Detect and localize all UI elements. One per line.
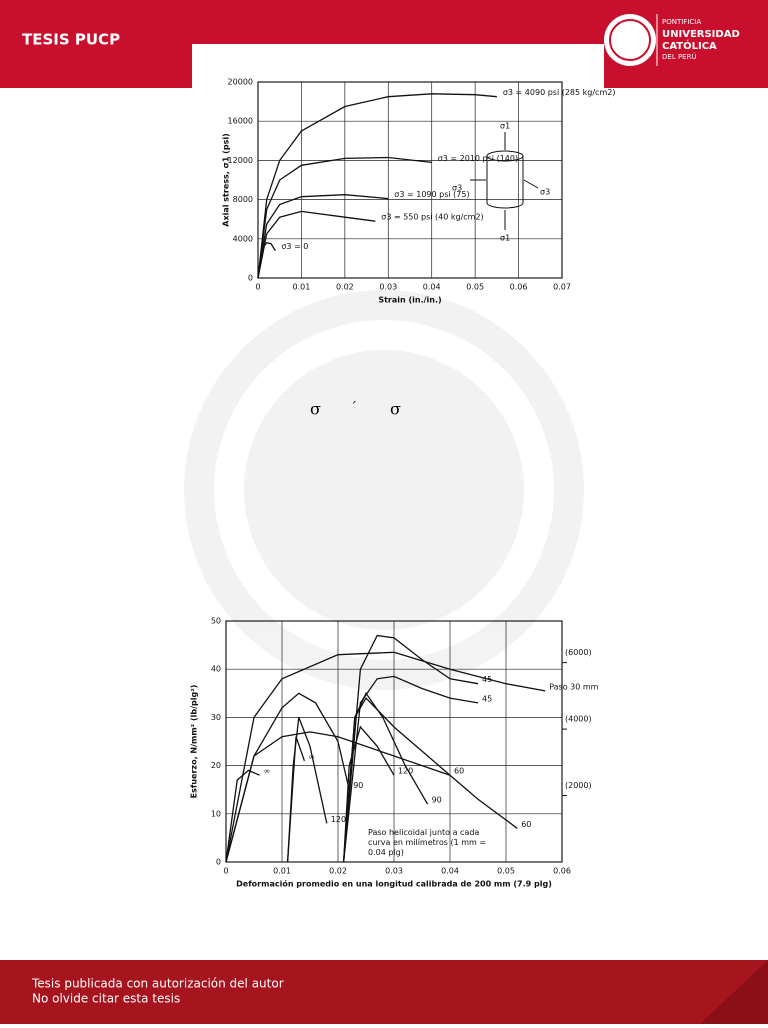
x-axis-label: Deformación promedio en una longitud cal… <box>236 879 552 889</box>
curve-label: 120 <box>398 767 413 776</box>
curve <box>286 717 328 863</box>
x-tick-label: 0 <box>255 283 260 292</box>
watermark-disc <box>244 350 524 630</box>
curve <box>257 194 389 279</box>
curve-label: 90 <box>432 796 442 805</box>
x-tick-label: 0.02 <box>336 283 354 292</box>
curve-label: σ3 = 2010 psi (140) <box>438 154 518 163</box>
symbol: σ <box>310 400 321 419</box>
symbol: ´ <box>350 400 357 416</box>
diagram-label: σ3 <box>540 188 550 197</box>
curve-label: ∞ <box>264 767 271 776</box>
y-axis-label: Esfuerzo, N/mm² (lb/plg²) <box>190 685 199 799</box>
symbol: σ <box>390 400 401 419</box>
curve <box>257 210 376 279</box>
curve <box>342 675 479 863</box>
footer-text: Tesis publicada con autorización del aut… <box>31 977 284 991</box>
curve <box>342 692 429 863</box>
logo-text: CATÓLICA <box>662 39 717 52</box>
footer-bar <box>0 960 768 1024</box>
curve <box>342 725 395 863</box>
annotation: Paso helicoidal junto a cada curva en mil… <box>368 828 486 857</box>
curve-label: 60 <box>454 767 464 776</box>
x-tick-label: 0.06 <box>510 283 528 292</box>
x-tick-label: 0.05 <box>497 867 515 876</box>
watermark <box>184 290 584 690</box>
curve <box>225 731 451 863</box>
curve <box>225 769 260 863</box>
x-tick-label: 0.03 <box>379 283 397 292</box>
y-axis-label: Axial stress, σ1 (psi) <box>222 133 231 226</box>
curve <box>286 736 306 863</box>
y-tick-label: 16000 <box>228 117 253 126</box>
logo-text: PONTIFICIA <box>662 18 701 26</box>
y-tick-label: 4000 <box>233 234 253 243</box>
x-tick-label: 0.01 <box>273 867 291 876</box>
curve-label: 45 <box>482 675 492 684</box>
y-tick-label: 30 <box>211 713 221 722</box>
logo-text: UNIVERSIDAD <box>662 29 740 40</box>
header-title: TESIS PUCP <box>22 31 120 49</box>
arrow <box>523 179 539 189</box>
y-tick-label: 12000 <box>228 156 253 165</box>
logo-seal <box>604 14 656 66</box>
curve-label: σ3 = 550 psi (40 kg/cm2) <box>381 213 483 222</box>
y-tick-label: 20 <box>211 761 221 770</box>
diagram-label: σ1 <box>500 234 510 243</box>
curve-label: Paso 30 mm <box>549 682 598 691</box>
x-axis-label: Strain (in./in.) <box>378 296 441 305</box>
diagram-label: σ1 <box>500 122 510 131</box>
curve-label: 60 <box>521 820 531 829</box>
curve <box>225 651 546 863</box>
logo-text: DEL PERÚ <box>662 52 697 61</box>
footer-text: No olvide citar esta tesis <box>32 992 180 1006</box>
x-tick-label: 0.05 <box>466 283 484 292</box>
y-tick-label: 50 <box>211 617 221 626</box>
x-tick-label: 0.04 <box>441 867 459 876</box>
x-tick-label: 0.02 <box>329 867 347 876</box>
curve <box>257 156 432 279</box>
diagram-label: σ3 <box>452 184 462 193</box>
x-tick-label: 0.03 <box>385 867 403 876</box>
y-tick-label: 8000 <box>233 195 253 204</box>
curve-label: 120 <box>331 815 346 824</box>
curve-label: 90 <box>353 781 363 790</box>
curve <box>225 692 350 863</box>
y-tick-label: 40 <box>211 665 221 674</box>
x-tick-label: 0.04 <box>423 283 441 292</box>
y-tick-label: 20000 <box>228 78 253 87</box>
header-notch <box>192 44 604 88</box>
x-tick-label: 0.01 <box>293 283 311 292</box>
x-tick-label: 0 <box>223 867 228 876</box>
cylinder-body <box>486 156 524 209</box>
y2-tick-label: (4000) <box>565 715 592 724</box>
curve <box>257 93 497 279</box>
y2-tick-label: (2000) <box>565 781 592 790</box>
curve <box>257 241 276 279</box>
logo-ring <box>609 19 651 61</box>
cylinder-diagram <box>470 132 539 230</box>
curve-label: σ3 = 4090 psi (285 kg/cm2) <box>503 88 616 97</box>
curve-label: ∞ <box>308 752 315 761</box>
footer-accent <box>700 960 768 1024</box>
y-tick-label: 0 <box>248 274 253 283</box>
x-tick-label: 0.07 <box>553 283 571 292</box>
curve <box>342 634 479 863</box>
y-tick-label: 10 <box>211 809 221 818</box>
watermark-ring <box>184 290 584 690</box>
y2-tick-label: (6000) <box>565 648 592 657</box>
curve-label: σ3 = 0 <box>281 242 308 251</box>
y-tick-label: 0 <box>216 858 221 867</box>
curve-label: σ3 = 1090 psi (75) <box>394 190 469 199</box>
curve-label: 45 <box>482 694 492 703</box>
x-tick-label: 0.06 <box>553 867 571 876</box>
